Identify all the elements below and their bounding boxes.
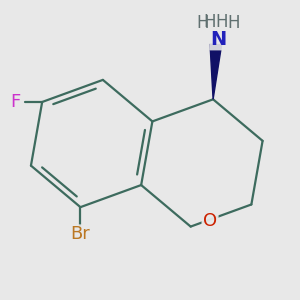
Text: O: O [203, 212, 217, 230]
Text: H: H [228, 14, 240, 32]
Text: N: N [210, 30, 226, 50]
Text: H: H [203, 13, 216, 31]
Text: H: H [197, 14, 209, 32]
Text: F: F [11, 93, 21, 111]
Polygon shape [210, 44, 222, 99]
Text: H: H [216, 13, 228, 31]
Text: Br: Br [70, 225, 90, 243]
